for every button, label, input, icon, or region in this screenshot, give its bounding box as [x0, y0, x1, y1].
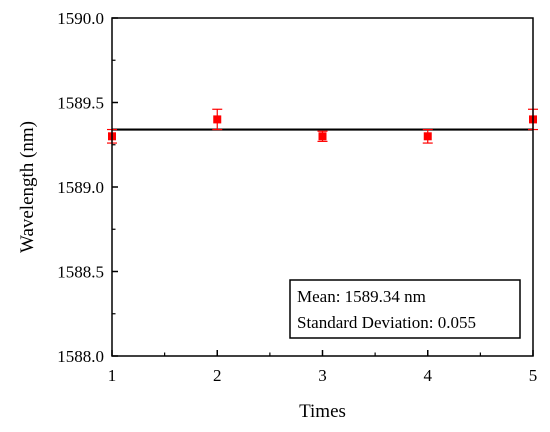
y-tick-label: 1588.5 [57, 263, 104, 282]
plot-frame [111, 17, 534, 357]
annotation-std-text: Standard Deviation: 0.055 [297, 313, 476, 332]
x-tick-label: 3 [318, 366, 327, 385]
data-points [107, 108, 538, 144]
x-tick-label: 4 [424, 366, 433, 385]
y-tick-label: 1589.5 [57, 94, 104, 113]
y-tick-label: 1590.0 [57, 9, 104, 28]
annotation-box-border [289, 279, 521, 339]
data-point [212, 108, 223, 131]
y-axis-title: Wavelength (nm) [17, 121, 38, 253]
stats-annotation-box: Mean: 1589.34 nm Standard Deviation: 0.0… [289, 279, 521, 339]
x-tick-label: 2 [213, 366, 222, 385]
annotation-mean-text: Mean: 1589.34 nm [297, 287, 426, 306]
x-axis-title: Times [299, 401, 346, 422]
data-point [317, 130, 328, 142]
x-tick-label: 5 [529, 366, 538, 385]
square-marker [213, 115, 222, 124]
y-tick-label: 1588.0 [57, 347, 104, 366]
square-marker [423, 132, 432, 141]
y-axis-ticks: 1588.0 1588.5 1589.0 1589.5 1590.0 [57, 9, 118, 366]
square-marker [318, 132, 327, 141]
data-point [422, 128, 433, 144]
x-tick-label: 1 [108, 366, 117, 385]
y-tick-label: 1589.0 [57, 178, 104, 197]
